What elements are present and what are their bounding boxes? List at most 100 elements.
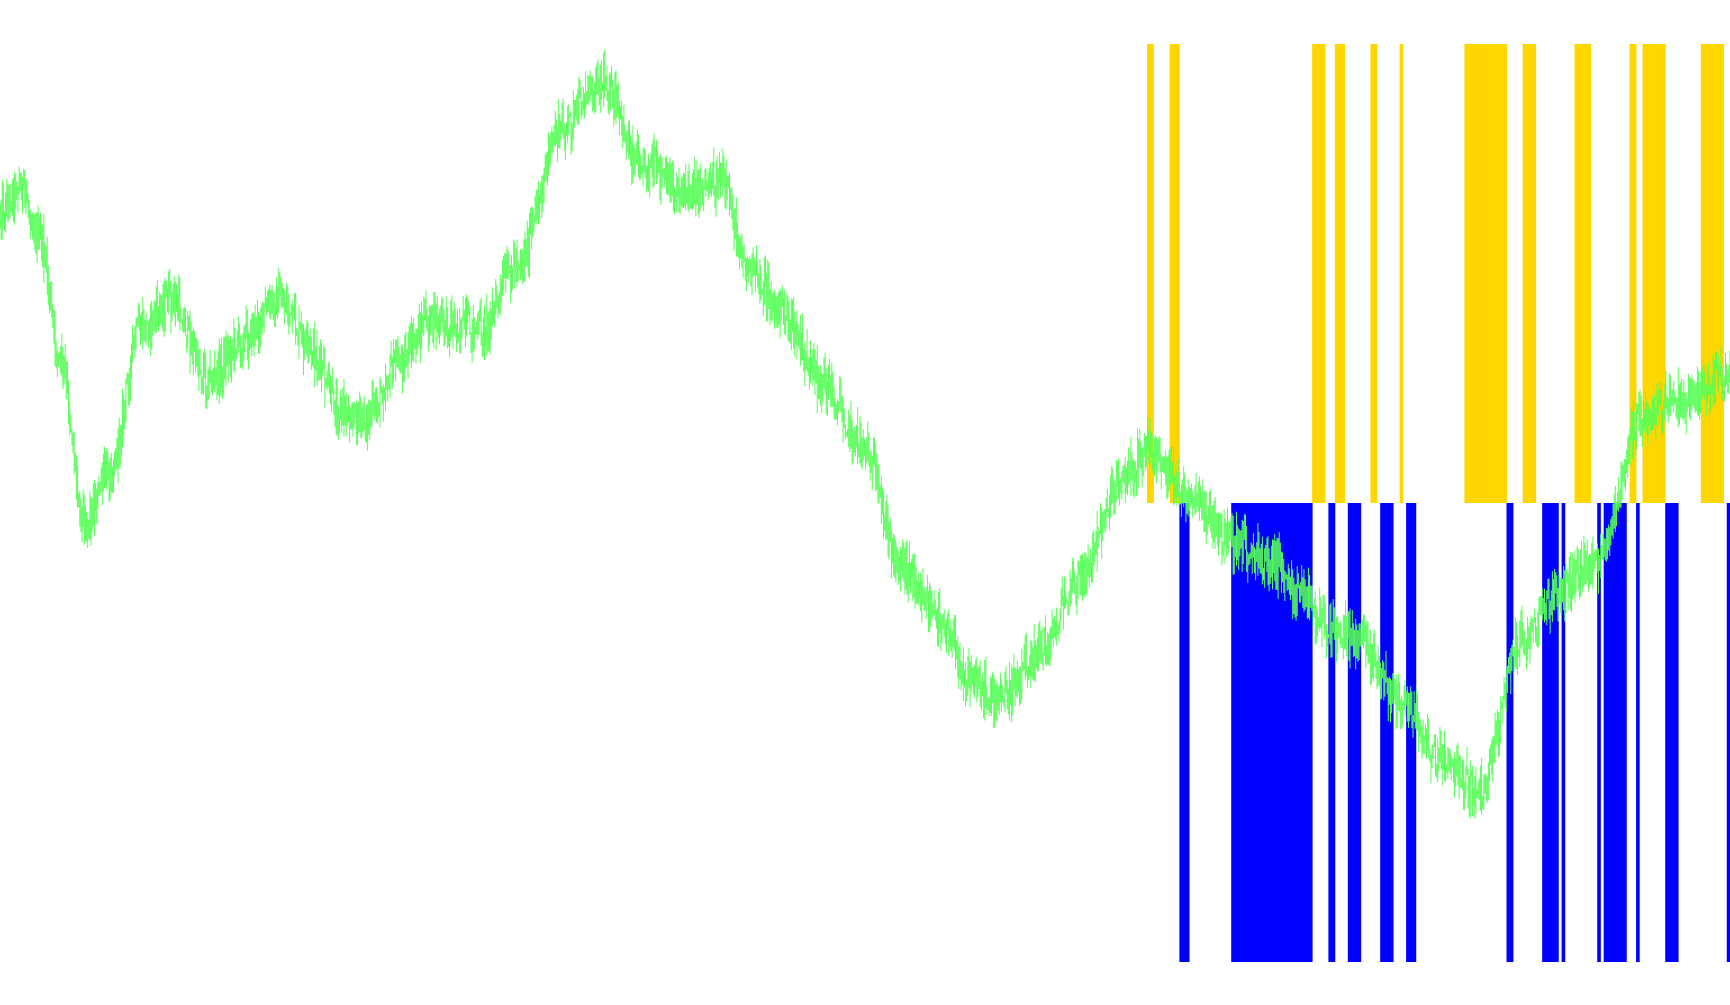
signal-bar-down <box>1260 503 1264 962</box>
signal-bar-down <box>1299 503 1303 962</box>
signal-bar-down <box>1240 503 1245 962</box>
signal-bar-up <box>1315 44 1320 503</box>
signal-bar-down <box>1548 503 1553 962</box>
signal-bar-down <box>1179 503 1184 962</box>
signal-bar-down <box>1357 503 1362 962</box>
signal-bar-down <box>1354 503 1358 962</box>
signal-bar-down <box>1665 503 1669 962</box>
signal-bar-up <box>1467 44 1472 503</box>
signal-bar-up <box>1704 44 1708 503</box>
signal-bar-up <box>1373 44 1378 503</box>
signal-bar-up <box>1334 44 1339 503</box>
signal-bar-down <box>1263 503 1268 962</box>
signal-bar-down <box>1351 503 1355 962</box>
signal-bar-down <box>1542 503 1546 962</box>
price-series <box>0 49 1730 819</box>
signal-bar-down <box>1597 503 1601 962</box>
signal-bar-down <box>1606 503 1611 962</box>
signal-bar-up <box>1321 44 1326 503</box>
signal-bar-down <box>1506 503 1511 962</box>
price-line <box>0 49 1730 819</box>
signal-bar-down <box>1509 503 1514 962</box>
signal-bar-up <box>1500 44 1504 503</box>
signal-bars <box>1147 44 1730 962</box>
signal-bar-down <box>1613 503 1618 962</box>
signal-bar-down <box>1347 503 1352 962</box>
signal-bar-up <box>1470 44 1475 503</box>
signal-bar-up <box>1169 44 1174 503</box>
signal-bar-up <box>1655 44 1660 503</box>
signal-bar-down <box>1555 503 1559 962</box>
signal-bar-up <box>1493 44 1498 503</box>
signal-bar-down <box>1561 503 1566 962</box>
signal-bar-down <box>1380 503 1384 962</box>
signal-bar-down <box>1623 503 1627 962</box>
signal-bar-up <box>1474 44 1478 503</box>
signal-bar-down <box>1276 503 1281 962</box>
signal-bar-up <box>1532 44 1537 503</box>
signal-bar-up <box>1464 44 1469 503</box>
signal-bar-down <box>1305 503 1310 962</box>
signal-bar-down <box>1283 503 1287 962</box>
signal-bar-down <box>1551 503 1556 962</box>
signal-bar-up <box>1645 44 1650 503</box>
signal-bar-down <box>1237 503 1242 962</box>
signal-bar-up <box>1522 44 1527 503</box>
signal-bar-up <box>1496 44 1501 503</box>
signal-bar-down <box>1383 503 1388 962</box>
signal-bar-down <box>1726 503 1730 962</box>
signal-bar-down <box>1616 503 1621 962</box>
signal-bar-down <box>1308 503 1313 962</box>
signal-bar-up <box>1370 44 1375 503</box>
signal-bar-down <box>1389 503 1394 962</box>
signal-bar-down <box>1636 503 1640 962</box>
signal-bar-up <box>1632 44 1637 503</box>
signal-bar-down <box>1610 503 1614 962</box>
signal-bar-down <box>1273 503 1277 962</box>
signal-bar-down <box>1406 503 1410 962</box>
signal-bar-down <box>1289 503 1294 962</box>
signal-bar-down <box>1331 503 1336 962</box>
signal-bar-down <box>1247 503 1252 962</box>
signal-bar-up <box>1574 44 1579 503</box>
signal-bar-up <box>1477 44 1482 503</box>
signal-bar-down <box>1292 503 1297 962</box>
signal-bar-down <box>1231 503 1235 962</box>
signal-bar-up <box>1503 44 1507 503</box>
signal-bar-down <box>1185 503 1190 962</box>
signal-bar-up <box>1652 44 1656 503</box>
signal-bar-up <box>1487 44 1491 503</box>
signal-bar-up <box>1338 44 1342 503</box>
signal-bar-up <box>1525 44 1530 503</box>
signal-bar-down <box>1302 503 1307 962</box>
signal-bar-up <box>1490 44 1494 503</box>
signal-bar-down <box>1409 503 1413 962</box>
signal-bar-up <box>1318 44 1323 503</box>
signal-bar-down <box>1412 503 1417 962</box>
signal-bar-down <box>1286 503 1290 962</box>
signal-bar-down <box>1244 503 1248 962</box>
signal-bar-up <box>1707 44 1711 503</box>
signal-bar-up <box>1710 44 1715 503</box>
signal-bar-up <box>1629 44 1634 503</box>
signal-bar-down <box>1253 503 1258 962</box>
signal-bar-up <box>1649 44 1653 503</box>
signal-bar-down <box>1250 503 1255 962</box>
signal-bar-down <box>1674 503 1679 962</box>
signal-bar-up <box>1584 44 1588 503</box>
signal-bar-up <box>1341 44 1345 503</box>
signal-bar-down <box>1545 503 1550 962</box>
signal-bar-down <box>1671 503 1676 962</box>
signal-bar-down <box>1619 503 1624 962</box>
signal-bar-down <box>1603 503 1608 962</box>
signal-bar-up <box>1312 44 1316 503</box>
signal-bar-down <box>1270 503 1274 962</box>
signal-bar-up <box>1661 44 1666 503</box>
signal-bar-down <box>1386 503 1391 962</box>
signal-bar-up <box>1700 44 1705 503</box>
signal-bar-up <box>1480 44 1485 503</box>
signal-bar-up <box>1642 44 1647 503</box>
signal-bar-up <box>1581 44 1585 503</box>
signal-bar-down <box>1266 503 1271 962</box>
